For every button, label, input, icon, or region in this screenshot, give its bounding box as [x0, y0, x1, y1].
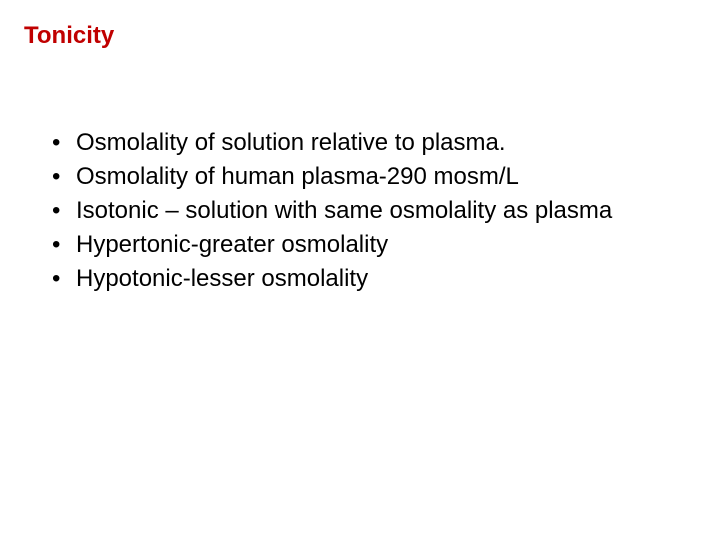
list-item: Hypertonic-greater osmolality [46, 230, 660, 260]
list-item: Osmolality of human plasma-290 mosm/L [46, 162, 660, 192]
slide: Tonicity Osmolality of solution relative… [0, 0, 720, 540]
list-item: Hypotonic-lesser osmolality [46, 264, 660, 294]
list-item: Isotonic – solution with same osmolality… [46, 196, 660, 226]
list-item: Osmolality of solution relative to plasm… [46, 128, 660, 158]
slide-title: Tonicity [24, 22, 114, 50]
bullet-list: Osmolality of solution relative to plasm… [46, 128, 660, 298]
